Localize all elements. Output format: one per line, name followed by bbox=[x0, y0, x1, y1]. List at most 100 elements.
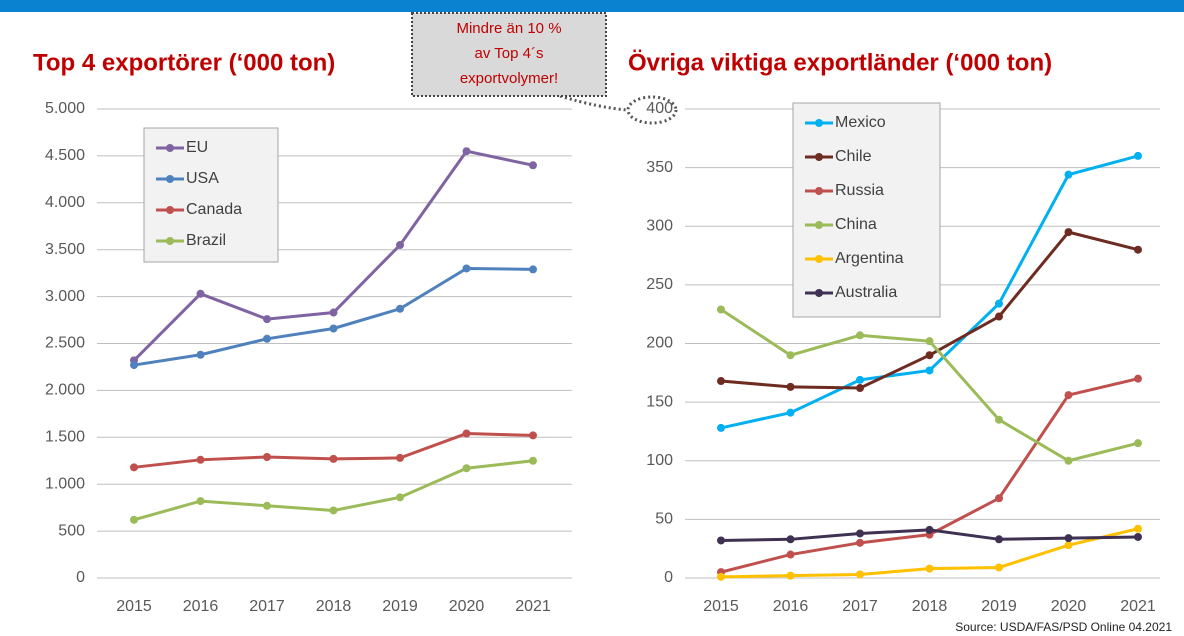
point bbox=[462, 464, 471, 473]
x-tick-label: 2018 bbox=[316, 598, 352, 615]
point bbox=[329, 324, 338, 333]
point bbox=[786, 382, 795, 391]
point bbox=[130, 515, 138, 524]
callout-box bbox=[411, 12, 607, 97]
point bbox=[529, 265, 537, 274]
point bbox=[1134, 439, 1142, 448]
legend-label: Canada bbox=[186, 201, 242, 218]
point bbox=[1064, 541, 1073, 550]
point bbox=[263, 452, 271, 461]
x-tick-label: 2015 bbox=[116, 598, 152, 615]
legend-marker bbox=[166, 206, 174, 214]
point bbox=[329, 454, 338, 463]
y-tick-label: 250 bbox=[646, 276, 673, 293]
legend-label: EU bbox=[186, 139, 208, 156]
legend-marker bbox=[815, 255, 823, 263]
legend-marker bbox=[815, 153, 823, 161]
point bbox=[995, 312, 1003, 321]
y-tick-label: 150 bbox=[646, 393, 673, 410]
y-tick-label: 2.500 bbox=[45, 335, 85, 352]
x-tick-label: 2015 bbox=[703, 598, 739, 615]
y-tick-label: 1.000 bbox=[45, 475, 85, 492]
legend-marker bbox=[166, 144, 174, 152]
point bbox=[1134, 532, 1142, 541]
point bbox=[196, 289, 205, 298]
point bbox=[396, 493, 404, 502]
point bbox=[263, 334, 271, 343]
x-tick-label: 2016 bbox=[183, 598, 219, 615]
point bbox=[529, 431, 537, 440]
point bbox=[1064, 228, 1073, 237]
point bbox=[1134, 524, 1142, 533]
point bbox=[1064, 534, 1073, 543]
legend-label: USA bbox=[186, 170, 219, 187]
y-tick-label: 4.000 bbox=[45, 194, 85, 211]
legend-label: Australia bbox=[835, 284, 897, 301]
point bbox=[925, 337, 934, 346]
x-tick-label: 2021 bbox=[1120, 598, 1156, 615]
y-tick-label: 500 bbox=[58, 522, 85, 539]
callout-line: exportvolymer! bbox=[460, 70, 558, 87]
legend-marker bbox=[166, 237, 174, 245]
point bbox=[717, 536, 725, 545]
point bbox=[995, 563, 1003, 572]
y-tick-label: 350 bbox=[646, 159, 673, 176]
legend-label: Brazil bbox=[186, 232, 226, 249]
point bbox=[995, 415, 1003, 424]
legend-label: Russia bbox=[835, 182, 884, 199]
y-tick-label: 1.500 bbox=[45, 429, 85, 446]
point bbox=[995, 494, 1003, 503]
point bbox=[462, 429, 471, 438]
point bbox=[130, 361, 138, 370]
y-tick-label: 100 bbox=[646, 452, 673, 469]
point bbox=[1134, 151, 1142, 160]
point bbox=[130, 463, 138, 472]
y-tick-label: 0 bbox=[76, 569, 85, 586]
x-tick-label: 2017 bbox=[249, 598, 285, 615]
legend-box bbox=[792, 102, 941, 318]
point bbox=[786, 571, 795, 580]
point bbox=[529, 161, 537, 170]
chart-title: Top 4 exportörer (‘000 ton) bbox=[33, 49, 335, 76]
point bbox=[396, 304, 404, 313]
point bbox=[462, 264, 471, 273]
callout-line: Mindre än 10 % bbox=[456, 20, 561, 37]
point bbox=[925, 564, 934, 573]
point bbox=[925, 525, 934, 534]
point bbox=[786, 351, 795, 360]
x-tick-label: 2017 bbox=[842, 598, 878, 615]
point bbox=[529, 456, 537, 465]
x-tick-label: 2020 bbox=[449, 598, 485, 615]
point bbox=[717, 377, 725, 386]
point bbox=[396, 241, 404, 250]
point bbox=[396, 453, 404, 462]
legend-marker bbox=[815, 289, 823, 297]
point bbox=[717, 423, 725, 432]
point bbox=[1064, 391, 1073, 400]
y-tick-label: 200 bbox=[646, 335, 673, 352]
x-tick-label: 2021 bbox=[515, 598, 551, 615]
point bbox=[856, 384, 864, 393]
x-tick-label: 2018 bbox=[912, 598, 948, 615]
point bbox=[196, 497, 205, 506]
y-tick-label: 3.500 bbox=[45, 241, 85, 258]
point bbox=[329, 506, 338, 515]
point bbox=[856, 331, 864, 340]
point bbox=[995, 535, 1003, 544]
x-tick-label: 2019 bbox=[981, 598, 1017, 615]
series-line bbox=[133, 266, 534, 367]
x-tick-label: 2019 bbox=[382, 598, 418, 615]
source: Source: USDA/FAS/PSD Online 04.2021 bbox=[955, 620, 1172, 634]
point bbox=[925, 366, 934, 375]
chart-title: Övriga viktiga exportländer (‘000 ton) bbox=[628, 49, 1052, 76]
point bbox=[856, 538, 864, 547]
y-tick-label: 5.000 bbox=[45, 100, 85, 117]
legend-label: China bbox=[835, 216, 877, 233]
point bbox=[1134, 374, 1142, 383]
legend-label: Argentina bbox=[835, 250, 904, 267]
point bbox=[1064, 170, 1073, 179]
point bbox=[856, 529, 864, 538]
point bbox=[1064, 456, 1073, 465]
point bbox=[196, 455, 205, 464]
point bbox=[856, 570, 864, 579]
